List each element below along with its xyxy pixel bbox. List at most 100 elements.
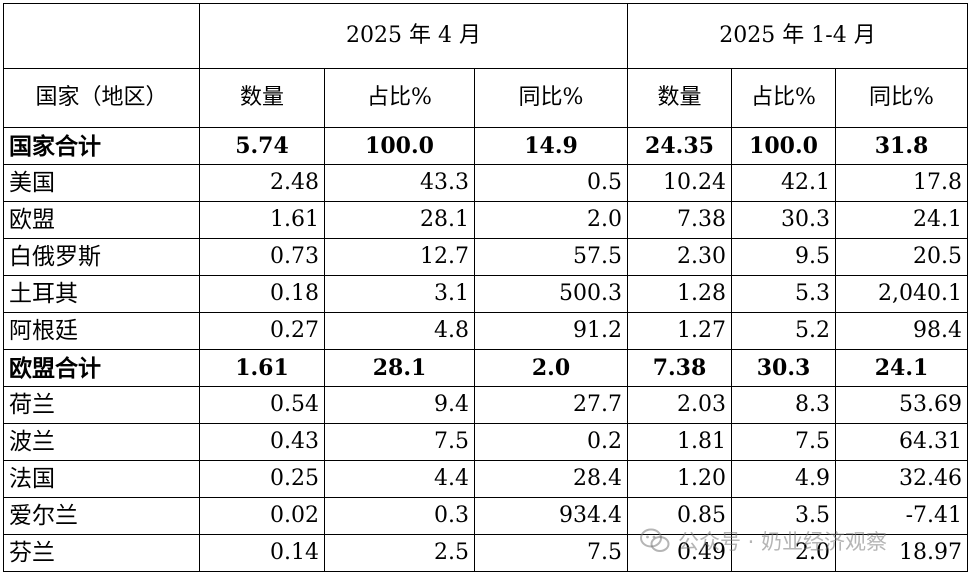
header-country: 国家（地区） [3, 68, 200, 128]
value-cell: 7.38 [627, 201, 732, 239]
value-cell: 1.61 [199, 349, 325, 387]
value-cell: 28.1 [324, 201, 475, 239]
value-cell: 0.43 [199, 423, 325, 461]
value-cell: 8.3 [731, 386, 836, 424]
value-cell: 3.1 [324, 275, 475, 313]
group-header-row: 2025 年 4 月 2025 年 1-4 月 [3, 3, 969, 69]
value-cell: 91.2 [474, 312, 628, 350]
header-quantity-ytd: 数量 [627, 68, 732, 128]
value-cell: 31.8 [834, 127, 969, 165]
value-cell: 3.5 [731, 497, 836, 535]
table-row: 欧盟 1.61 28.1 2.0 7.38 30.3 24.1 [3, 201, 969, 239]
value-cell: 7.5 [474, 534, 628, 572]
value-cell: 0.2 [474, 423, 628, 461]
country-name: 荷兰 [3, 386, 200, 424]
value-cell: 24.35 [627, 127, 732, 165]
value-cell: 1.61 [199, 201, 325, 239]
value-cell: 5.3 [731, 275, 836, 313]
table-row: 美国 2.48 43.3 0.5 10.24 42.1 17.8 [3, 164, 969, 202]
value-cell: 24.1 [834, 349, 969, 387]
value-cell: 0.14 [199, 534, 325, 572]
value-cell: 4.9 [731, 460, 836, 498]
value-cell: 10.24 [627, 164, 732, 202]
value-cell: 4.8 [324, 312, 475, 350]
value-cell: -7.41 [834, 497, 969, 535]
country-name: 欧盟合计 [3, 349, 200, 387]
value-cell: 7.38 [627, 349, 732, 387]
table-row: 土耳其 0.18 3.1 500.3 1.28 5.3 2,040.1 [3, 275, 969, 313]
value-cell: 2.48 [199, 164, 325, 202]
value-cell: 28.1 [324, 349, 475, 387]
value-cell: 2,040.1 [834, 275, 969, 313]
value-cell: 934.4 [474, 497, 628, 535]
country-name: 波兰 [3, 423, 200, 461]
value-cell: 42.1 [731, 164, 836, 202]
country-name: 欧盟 [3, 201, 200, 239]
value-cell: 18.97 [834, 534, 969, 572]
country-name: 白俄罗斯 [3, 238, 200, 276]
value-cell: 100.0 [731, 127, 836, 165]
header-share-ytd: 占比% [731, 68, 836, 128]
value-cell: 0.85 [627, 497, 732, 535]
value-cell: 4.4 [324, 460, 475, 498]
value-cell: 7.5 [731, 423, 836, 461]
value-cell: 57.5 [474, 238, 628, 276]
country-name: 法国 [3, 460, 200, 498]
value-cell: 1.27 [627, 312, 732, 350]
value-cell: 30.3 [731, 349, 836, 387]
header-corner [3, 3, 200, 69]
value-cell: 24.1 [834, 201, 969, 239]
value-cell: 0.02 [199, 497, 325, 535]
value-cell: 30.3 [731, 201, 836, 239]
value-cell: 0.54 [199, 386, 325, 424]
header-quantity-april: 数量 [199, 68, 325, 128]
value-cell: 17.8 [834, 164, 969, 202]
value-cell: 12.7 [324, 238, 475, 276]
value-cell: 0.49 [627, 534, 732, 572]
export-table: 2025 年 4 月 2025 年 1-4 月 国家（地区） 数量 占比% 同比… [3, 3, 969, 572]
value-cell: 9.4 [324, 386, 475, 424]
table-row: 法国 0.25 4.4 28.4 1.20 4.9 32.46 [3, 460, 969, 498]
table-row: 荷兰 0.54 9.4 27.7 2.03 8.3 53.69 [3, 386, 969, 424]
value-cell: 9.5 [731, 238, 836, 276]
value-cell: 64.31 [834, 423, 969, 461]
table-row: 白俄罗斯 0.73 12.7 57.5 2.30 9.5 20.5 [3, 238, 969, 276]
value-cell: 7.5 [324, 423, 475, 461]
value-cell: 98.4 [834, 312, 969, 350]
group-header-april: 2025 年 4 月 [199, 3, 628, 69]
value-cell: 1.28 [627, 275, 732, 313]
header-share-april: 占比% [324, 68, 475, 128]
value-cell: 0.73 [199, 238, 325, 276]
value-cell: 2.0 [474, 201, 628, 239]
value-cell: 0.18 [199, 275, 325, 313]
group-header-jan-apr: 2025 年 1-4 月 [626, 3, 969, 69]
value-cell: 2.0 [731, 534, 836, 572]
country-name: 阿根廷 [3, 312, 200, 350]
country-name: 美国 [3, 164, 200, 202]
header-yoy-ytd: 同比% [834, 68, 969, 128]
value-cell: 5.74 [199, 127, 325, 165]
country-name: 土耳其 [3, 275, 200, 313]
value-cell: 2.0 [474, 349, 628, 387]
value-cell: 53.69 [834, 386, 969, 424]
value-cell: 32.46 [834, 460, 969, 498]
header-yoy-april: 同比% [474, 68, 628, 128]
value-cell: 1.81 [627, 423, 732, 461]
value-cell: 0.25 [199, 460, 325, 498]
table-row: 芬兰 0.14 2.5 7.5 0.49 2.0 18.97 [3, 534, 969, 572]
country-name: 芬兰 [3, 534, 200, 572]
value-cell: 1.20 [627, 460, 732, 498]
value-cell: 27.7 [474, 386, 628, 424]
value-cell: 28.4 [474, 460, 628, 498]
value-cell: 2.5 [324, 534, 475, 572]
total-row: 国家合计 5.74 100.0 14.9 24.35 100.0 31.8 [3, 127, 969, 165]
value-cell: 20.5 [834, 238, 969, 276]
country-name: 爱尔兰 [3, 497, 200, 535]
value-cell: 5.2 [731, 312, 836, 350]
table-row: 阿根廷 0.27 4.8 91.2 1.27 5.2 98.4 [3, 312, 969, 350]
total-row: 欧盟合计 1.61 28.1 2.0 7.38 30.3 24.1 [3, 349, 969, 387]
value-cell: 100.0 [324, 127, 475, 165]
country-name: 国家合计 [3, 127, 200, 165]
value-cell: 14.9 [474, 127, 628, 165]
value-cell: 0.3 [324, 497, 475, 535]
